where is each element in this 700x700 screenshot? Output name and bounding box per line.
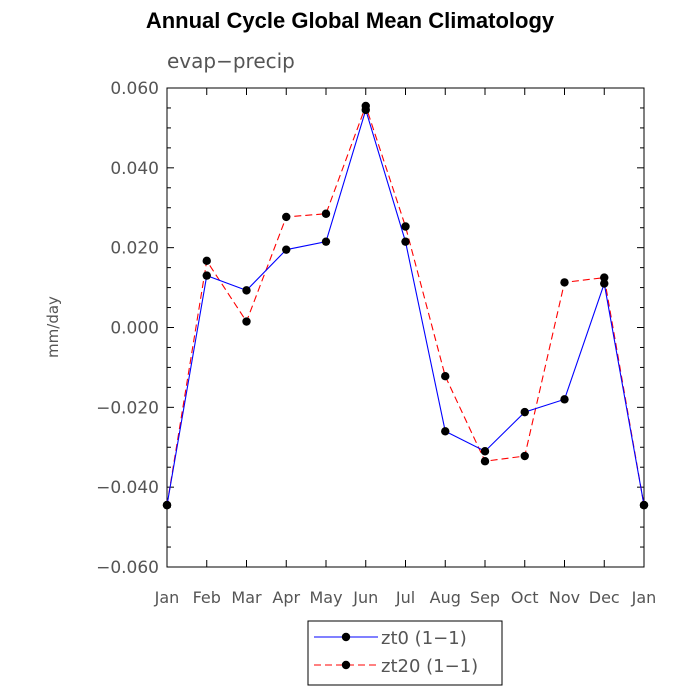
data-point <box>282 212 291 222</box>
y-tick-label: 0.000 <box>110 319 159 339</box>
data-point <box>401 222 410 231</box>
data-point <box>560 278 569 287</box>
x-tick-label: Jun <box>352 588 378 607</box>
data-point <box>361 105 370 115</box>
data-point <box>480 447 490 456</box>
chart-subtitle: evap−precip <box>167 49 295 73</box>
data-point <box>520 451 529 461</box>
x-tick-label: May <box>309 588 342 607</box>
x-tick-label: Mar <box>231 588 262 607</box>
data-point <box>321 209 331 218</box>
y-tick-label: 0.020 <box>110 239 159 259</box>
data-point <box>639 500 649 510</box>
data-point <box>321 237 331 246</box>
axis-ticks: −0.060 −0.040 −0.020 0.000 0.020 0.040 0.060 Ja… <box>96 79 656 607</box>
x-tick-label: Nov <box>549 588 580 607</box>
data-point <box>242 286 251 295</box>
data-point <box>480 457 490 466</box>
y-tick-label: 0.060 <box>110 79 159 99</box>
y-tick-label: −0.060 <box>96 558 159 578</box>
x-tick-label: Jan <box>154 588 180 607</box>
data-point <box>441 371 450 381</box>
series-layer <box>162 101 649 510</box>
y-tick-label: −0.040 <box>96 478 159 498</box>
x-tick-label: Sep <box>470 588 500 607</box>
series-line-0 <box>166 108 645 506</box>
legend-box <box>307 620 503 686</box>
data-point <box>282 245 291 254</box>
data-point <box>162 500 172 510</box>
x-tick-label: Oct <box>511 588 539 607</box>
data-point <box>560 395 569 404</box>
series-line-1 <box>166 104 645 506</box>
x-tick-label: Dec <box>589 588 620 607</box>
data-point <box>520 407 529 417</box>
x-tick-label: Aug <box>430 588 461 607</box>
plot-frame <box>166 87 645 568</box>
legend: zt0 (1−1) zt20 (1−1) <box>307 620 503 686</box>
chart-title: Annual Cycle Global Mean Climatology <box>145 8 555 33</box>
y-axis-label: mm/day <box>44 296 62 358</box>
x-tick-label: Jan <box>631 588 657 607</box>
plot-area <box>166 87 645 568</box>
data-point <box>202 256 211 266</box>
legend-label: zt20 (1−1) <box>381 656 478 677</box>
data-point <box>242 317 251 326</box>
legend-marker <box>341 632 351 642</box>
y-tick-label: −0.020 <box>96 398 159 418</box>
data-point <box>600 279 609 288</box>
data-point <box>441 427 450 436</box>
legend-label: zt0 (1−1) <box>381 628 467 649</box>
x-tick-label: Jul <box>395 588 415 607</box>
data-point <box>600 273 609 282</box>
data-point <box>202 271 211 280</box>
legend-marker <box>341 660 351 670</box>
y-tick-label: 0.040 <box>110 159 159 179</box>
x-tick-label: Feb <box>193 588 221 607</box>
data-point <box>401 237 410 246</box>
x-tick-label: Apr <box>272 588 300 607</box>
